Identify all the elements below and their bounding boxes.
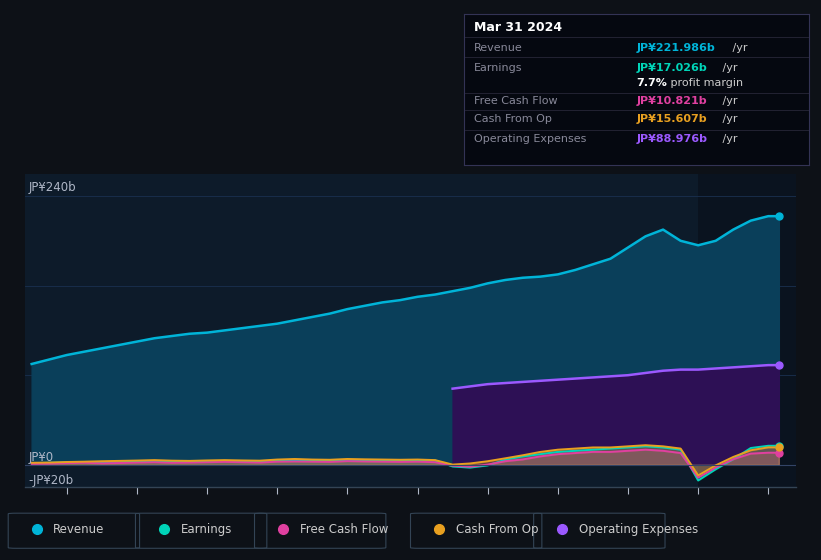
Text: Cash From Op: Cash From Op (456, 522, 538, 536)
Text: JP¥88.976b: JP¥88.976b (636, 134, 707, 144)
Text: /yr: /yr (719, 63, 737, 73)
Text: Earnings: Earnings (181, 522, 232, 536)
Text: /yr: /yr (719, 134, 737, 144)
Bar (698, 174, 796, 487)
Text: 7.7%: 7.7% (636, 78, 667, 88)
Text: Cash From Op: Cash From Op (475, 114, 552, 124)
Text: -JP¥20b: -JP¥20b (28, 474, 73, 487)
Text: JP¥221.986b: JP¥221.986b (636, 43, 715, 53)
Text: JP¥0: JP¥0 (28, 451, 53, 464)
Text: /yr: /yr (719, 96, 737, 106)
Text: JP¥10.821b: JP¥10.821b (636, 96, 707, 106)
Text: Earnings: Earnings (475, 63, 523, 73)
Text: Revenue: Revenue (53, 522, 105, 536)
Text: JP¥240b: JP¥240b (28, 181, 76, 194)
Text: /yr: /yr (719, 114, 737, 124)
Text: Free Cash Flow: Free Cash Flow (475, 96, 557, 106)
Text: Operating Expenses: Operating Expenses (475, 134, 586, 144)
Text: Revenue: Revenue (475, 43, 523, 53)
Text: Operating Expenses: Operating Expenses (579, 522, 698, 536)
Text: Mar 31 2024: Mar 31 2024 (475, 21, 562, 34)
Text: profit margin: profit margin (667, 78, 744, 88)
Text: /yr: /yr (729, 43, 748, 53)
Text: Free Cash Flow: Free Cash Flow (300, 522, 388, 536)
Text: JP¥17.026b: JP¥17.026b (636, 63, 707, 73)
Text: JP¥15.607b: JP¥15.607b (636, 114, 707, 124)
